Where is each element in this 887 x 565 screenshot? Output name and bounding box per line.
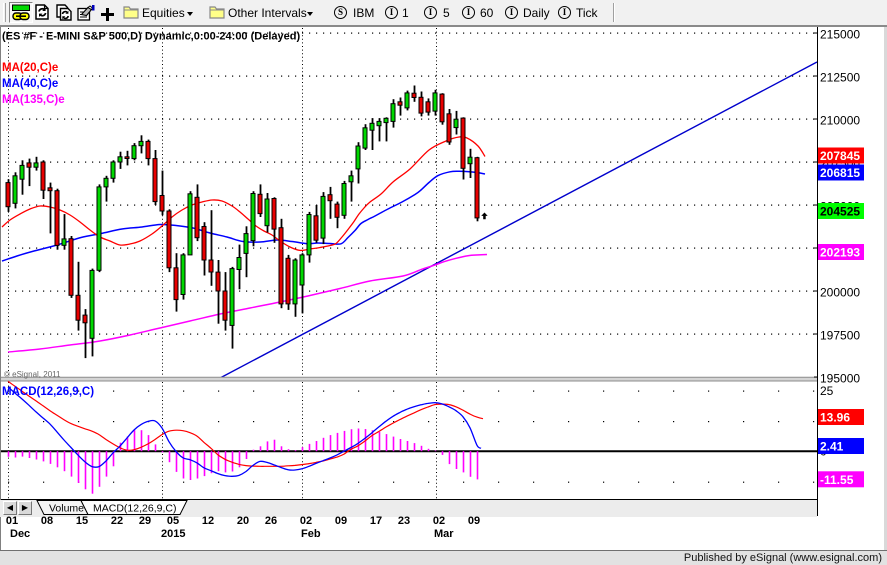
svg-text:MACD(12,26,9,C): MACD(12,26,9,C) <box>93 503 176 515</box>
svg-text:204525: 204525 <box>820 205 860 219</box>
svg-text:200000: 200000 <box>820 286 860 300</box>
svg-text:2.41: 2.41 <box>820 440 844 454</box>
svg-text:© eSignal, 2011: © eSignal, 2011 <box>4 370 61 379</box>
svg-text:(ES #F - E-MINI S&P 500,D) Dyn: (ES #F - E-MINI S&P 500,D) Dynamic,0:00-… <box>2 31 300 43</box>
svg-text:215000: 215000 <box>820 28 860 42</box>
svg-text:212500: 212500 <box>820 71 860 85</box>
svg-text:MACD(12,26,9,C): MACD(12,26,9,C) <box>2 386 94 398</box>
svg-text:207845: 207845 <box>820 149 860 163</box>
svg-text:206815: 206815 <box>820 166 860 180</box>
svg-text:197500: 197500 <box>820 329 860 343</box>
svg-text:MA(40,C)e: MA(40,C)e <box>2 78 58 90</box>
svg-text:13.96: 13.96 <box>820 411 850 425</box>
svg-text:-11.55: -11.55 <box>820 473 854 487</box>
svg-text:25: 25 <box>820 384 834 398</box>
svg-text:210000: 210000 <box>820 114 860 128</box>
svg-text:195000: 195000 <box>820 372 860 386</box>
svg-text:MA(135,C)e: MA(135,C)e <box>2 94 65 106</box>
svg-text:202193: 202193 <box>820 246 860 260</box>
svg-text:Volume: Volume <box>49 503 84 515</box>
svg-text:MA(20,C)e: MA(20,C)e <box>2 62 58 74</box>
